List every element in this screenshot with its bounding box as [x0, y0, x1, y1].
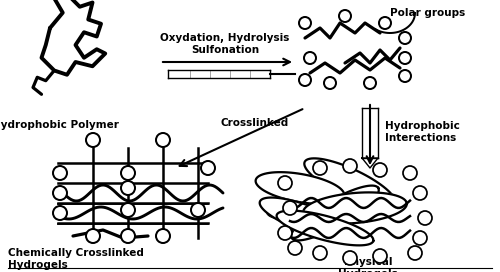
Text: Physical
Hydrogels: Physical Hydrogels [338, 257, 398, 272]
Text: Crosslinked: Crosslinked [221, 118, 289, 128]
Circle shape [121, 166, 135, 180]
Text: Hydrophobic
Interections: Hydrophobic Interections [385, 121, 460, 143]
Circle shape [201, 161, 215, 175]
Circle shape [379, 17, 391, 29]
Circle shape [413, 231, 427, 245]
Circle shape [364, 77, 376, 89]
Circle shape [399, 70, 411, 82]
Circle shape [191, 203, 205, 217]
Circle shape [156, 229, 170, 243]
Circle shape [399, 32, 411, 44]
Circle shape [278, 176, 292, 190]
Polygon shape [291, 186, 379, 240]
Circle shape [408, 246, 422, 260]
Circle shape [86, 133, 100, 147]
Circle shape [373, 249, 387, 263]
Circle shape [299, 17, 311, 29]
Circle shape [121, 203, 135, 217]
Polygon shape [362, 158, 378, 168]
Circle shape [121, 181, 135, 195]
Circle shape [343, 159, 357, 173]
Circle shape [121, 229, 135, 243]
Polygon shape [260, 197, 350, 239]
Polygon shape [303, 192, 407, 224]
Circle shape [339, 10, 351, 22]
Circle shape [413, 186, 427, 200]
Circle shape [53, 206, 67, 220]
Circle shape [53, 186, 67, 200]
Circle shape [299, 74, 311, 86]
Text: Hydrophobic Polymer: Hydrophobic Polymer [0, 120, 118, 130]
Circle shape [86, 229, 100, 243]
Circle shape [288, 241, 302, 255]
Circle shape [324, 77, 336, 89]
Circle shape [313, 161, 327, 175]
Circle shape [343, 251, 357, 265]
Text: Polar groups: Polar groups [390, 8, 465, 18]
Circle shape [313, 246, 327, 260]
Text: Chemically Crosslinked
Hydrogels: Chemically Crosslinked Hydrogels [8, 248, 144, 270]
Circle shape [304, 52, 316, 64]
Circle shape [53, 166, 67, 180]
Circle shape [156, 133, 170, 147]
Polygon shape [267, 177, 374, 219]
Polygon shape [276, 211, 374, 245]
Circle shape [373, 163, 387, 177]
Circle shape [283, 201, 297, 215]
Polygon shape [256, 172, 344, 204]
Circle shape [278, 226, 292, 240]
Text: Oxydation, Hydrolysis
Sulfonation: Oxydation, Hydrolysis Sulfonation [160, 33, 290, 55]
Polygon shape [304, 158, 396, 208]
Circle shape [403, 166, 417, 180]
Circle shape [399, 52, 411, 64]
Circle shape [418, 211, 432, 225]
